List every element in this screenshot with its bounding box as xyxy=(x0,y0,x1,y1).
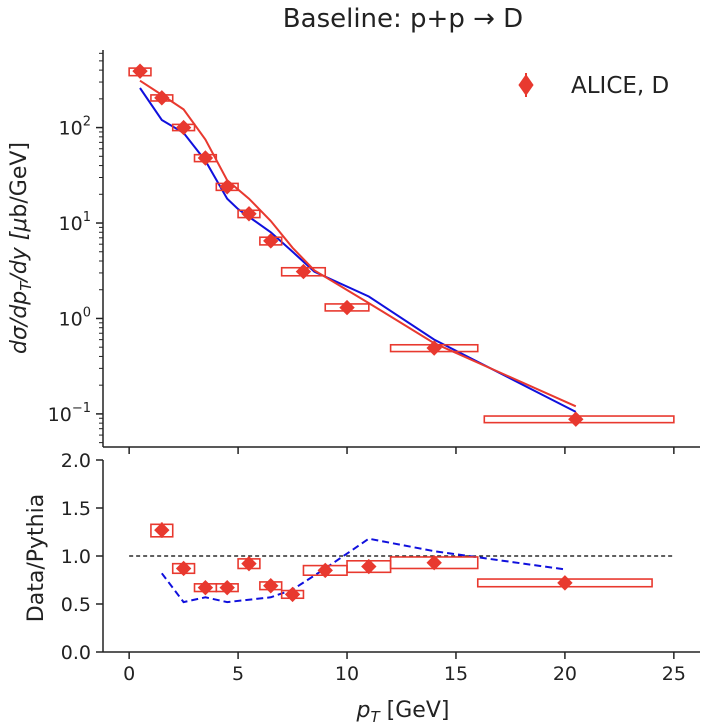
x-tick-label: 0 xyxy=(123,663,135,685)
data-point xyxy=(295,263,312,280)
pythia-blue-line xyxy=(139,87,577,413)
ratio-data-point xyxy=(219,579,235,596)
tick-exponent: −1 xyxy=(72,401,91,416)
ratio-data-point xyxy=(284,586,301,603)
tick-base: 10 xyxy=(48,404,72,426)
bottom-y-tick-label: 1.5 xyxy=(61,498,91,520)
bottom-y-tick-label: 2.0 xyxy=(61,450,91,472)
ylabel-main: dσ/dp xyxy=(7,291,32,354)
bottom-plot-area xyxy=(129,522,674,604)
x-axis-label: pT [GeV] xyxy=(356,698,450,726)
ratio-data-point xyxy=(263,578,279,594)
ratio-data-point xyxy=(241,555,257,572)
tick-base: 10 xyxy=(59,213,83,235)
top-y-tick-label: 100 xyxy=(59,305,91,330)
x-tick-label: 25 xyxy=(662,663,686,685)
ratio-data-point xyxy=(361,558,377,575)
data-point xyxy=(154,90,170,106)
legend-diamond-marker xyxy=(518,74,534,96)
tick-base: 10 xyxy=(59,308,83,330)
xlabel-main: p xyxy=(356,698,371,723)
bottom-y-tick-label: 1.0 xyxy=(61,546,91,568)
data-point xyxy=(263,233,279,249)
top-y-tick-label: 10−1 xyxy=(48,401,91,426)
top-plot-area xyxy=(128,63,675,427)
tick-exponent: 1 xyxy=(83,210,91,225)
x-tick-label: 20 xyxy=(553,663,577,685)
ylabel-end: b/GeV] xyxy=(7,142,32,218)
ratio-data-point xyxy=(154,522,170,538)
ratio-data-point xyxy=(426,555,442,571)
legend-label: ALICE, D xyxy=(571,73,669,99)
bottom-panel: 0.0 0.5 1.0 1.5 2.0 0 5 10 15 20 25 Data/Pythia xyxy=(24,450,700,685)
chart-title: Baseline: p+p → D xyxy=(283,4,523,34)
ratio-data-point xyxy=(197,579,214,596)
bottom-y-tick-label: 0.5 xyxy=(61,594,91,616)
x-tick-label: 5 xyxy=(232,663,244,685)
top-y-axis-label: dσ/dpT/dy [μb/GeV] xyxy=(7,142,35,354)
ratio-data-point xyxy=(317,562,333,579)
data-point xyxy=(339,299,355,316)
tick-exponent: 0 xyxy=(83,305,91,320)
ratio-data-point xyxy=(175,560,192,577)
bottom-y-axis-label: Data/Pythia xyxy=(24,494,49,622)
data-point xyxy=(241,206,257,222)
ratio-data-point xyxy=(557,575,573,591)
ylabel-sub: T xyxy=(17,280,35,291)
x-tick-label: 10 xyxy=(335,663,359,685)
xlabel-sub: T xyxy=(371,708,382,726)
data-point xyxy=(426,340,442,356)
top-y-tick-label: 101 xyxy=(59,210,91,235)
bottom-y-ticks: 0.0 0.5 1.0 1.5 2.0 xyxy=(61,450,103,664)
data-point xyxy=(568,411,584,427)
top-y-tick-label: 102 xyxy=(59,115,91,140)
data-point xyxy=(132,63,148,79)
data-point xyxy=(175,119,192,136)
data-point xyxy=(219,179,235,195)
bottom-y-tick-label: 0.0 xyxy=(61,642,91,664)
tick-base: 10 xyxy=(59,118,83,140)
pythia-red-line xyxy=(139,79,577,408)
xlabel-unit: [GeV] xyxy=(380,698,450,723)
top-x-ticks xyxy=(128,447,675,454)
x-tick-label: 15 xyxy=(444,663,468,685)
ylabel-mid: /dy [ xyxy=(7,230,32,283)
ratio-blue-dashed-line xyxy=(161,537,566,604)
bottom-x-ticks: 0 5 10 15 20 25 xyxy=(123,652,686,685)
legend: ALICE, D xyxy=(518,73,669,99)
ylabel-mu: μ xyxy=(7,218,32,233)
data-point xyxy=(197,150,214,166)
tick-exponent: 2 xyxy=(83,115,91,130)
